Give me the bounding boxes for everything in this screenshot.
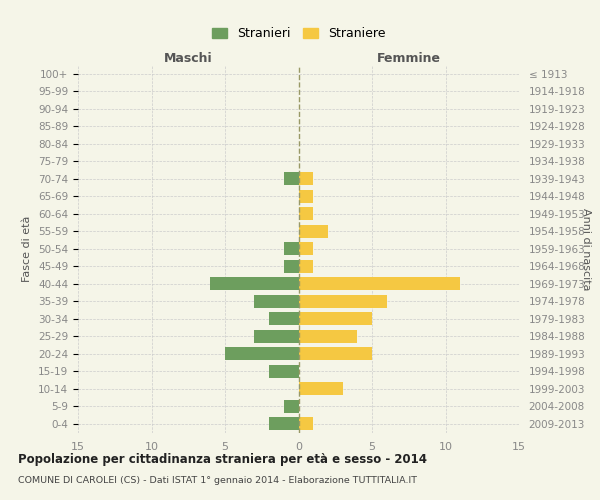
Bar [299, 242, 313, 256]
Bar [284, 242, 299, 256]
Bar [269, 312, 299, 326]
Bar [269, 417, 299, 430]
Bar [211, 277, 299, 290]
Bar [254, 330, 299, 343]
Bar [299, 224, 328, 238]
Bar [299, 312, 372, 326]
Bar [299, 260, 313, 273]
Bar [299, 330, 358, 343]
Bar [284, 260, 299, 273]
Bar [299, 207, 313, 220]
Bar [284, 400, 299, 413]
Legend: Stranieri, Straniere: Stranieri, Straniere [208, 24, 389, 44]
Bar [299, 347, 372, 360]
Text: Femmine: Femmine [377, 52, 441, 65]
Y-axis label: Anni di nascita: Anni di nascita [581, 208, 591, 290]
Bar [299, 277, 460, 290]
Y-axis label: Fasce di età: Fasce di età [22, 216, 32, 282]
Text: Maschi: Maschi [164, 52, 212, 65]
Bar [284, 172, 299, 186]
Bar [299, 417, 313, 430]
Bar [269, 364, 299, 378]
Text: Popolazione per cittadinanza straniera per età e sesso - 2014: Popolazione per cittadinanza straniera p… [18, 452, 427, 466]
Text: COMUNE DI CAROLEI (CS) - Dati ISTAT 1° gennaio 2014 - Elaborazione TUTTITALIA.IT: COMUNE DI CAROLEI (CS) - Dati ISTAT 1° g… [18, 476, 417, 485]
Bar [299, 382, 343, 396]
Bar [299, 172, 313, 186]
Bar [299, 190, 313, 203]
Bar [299, 294, 387, 308]
Bar [225, 347, 299, 360]
Bar [254, 294, 299, 308]
